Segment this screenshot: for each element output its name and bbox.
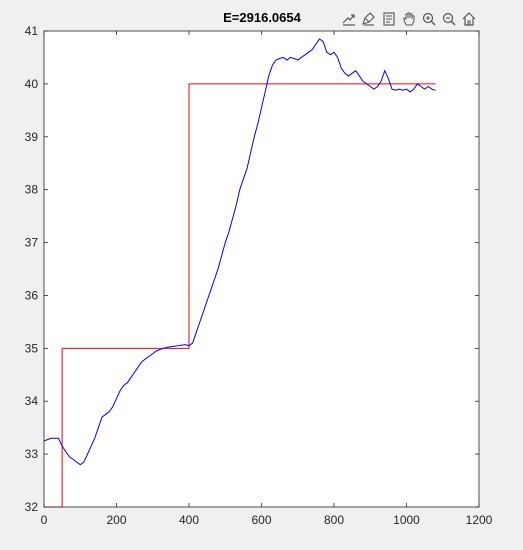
y-tick-label: 34 [25, 394, 39, 408]
plot-area [44, 31, 479, 507]
zoom-out-button[interactable] [439, 9, 458, 29]
y-tick-label: 33 [25, 447, 39, 461]
ticks-layer: 0 200 400 600 800 1000 1200 32 33 34 35 36 37 38 39 40 4… [25, 24, 493, 527]
x-tick-label: 200 [106, 513, 126, 527]
brush-button[interactable] [359, 9, 378, 29]
y-tick-label: 37 [25, 236, 39, 250]
zoom-in-button[interactable] [419, 9, 438, 29]
y-tick-label: 40 [25, 77, 39, 91]
y-tick-label: 41 [25, 24, 39, 38]
y-tick-label: 38 [25, 183, 39, 197]
x-tick-label: 1000 [393, 513, 420, 527]
restore-view-button[interactable] [459, 9, 478, 29]
y-tick-label: 39 [25, 130, 39, 144]
export-icon [342, 14, 355, 26]
data-tips-button[interactable] [379, 9, 398, 29]
brush-icon [361, 12, 375, 26]
pan-hand-icon [403, 12, 414, 26]
series-line-blue [43, 38, 436, 466]
x-tick-label: 800 [324, 513, 344, 527]
chart-title: E=2916.0654 [223, 10, 301, 25]
zoom-out-icon [442, 12, 455, 26]
export-button[interactable] [339, 9, 358, 29]
x-tick-label: 0 [41, 513, 48, 527]
pan-button[interactable] [399, 9, 418, 29]
axes-toolbar [339, 8, 478, 30]
y-tick-label: 32 [25, 500, 39, 514]
x-tick-label: 1200 [466, 513, 493, 527]
y-tick-label: 36 [25, 288, 39, 302]
y-tick-label: 35 [25, 341, 39, 355]
zoom-in-icon [422, 12, 435, 26]
x-tick-label: 400 [179, 513, 199, 527]
x-tick-label: 600 [251, 513, 271, 527]
home-icon [462, 12, 475, 26]
data-tips-icon [382, 12, 395, 26]
